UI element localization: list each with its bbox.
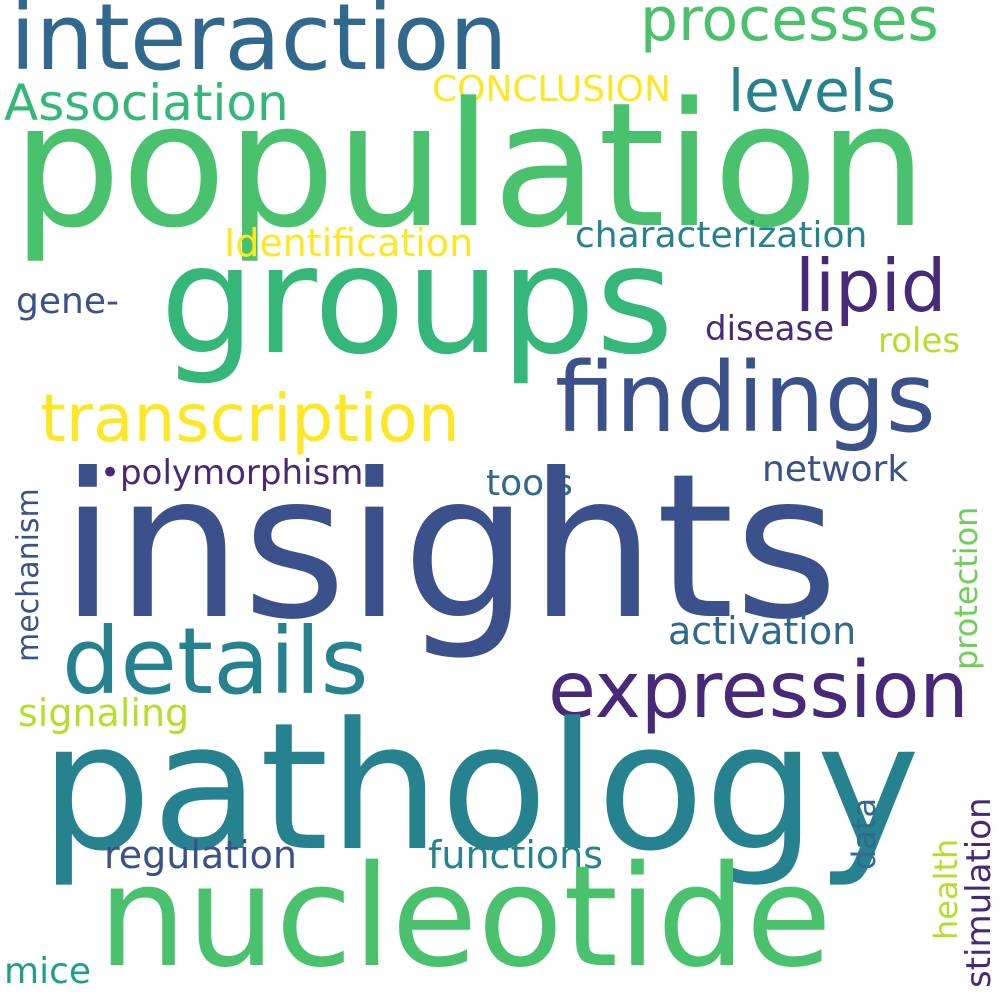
word-roles: roles xyxy=(878,321,961,361)
word-activation: activation xyxy=(668,609,857,653)
word-lipid: lipid xyxy=(795,244,947,328)
word-conclusion: CONCLUSION xyxy=(432,69,671,110)
word-characterization: characterization xyxy=(575,215,868,256)
word-tools: tools xyxy=(486,463,573,504)
word-signaling: signaling xyxy=(18,691,190,735)
word-data: data xyxy=(845,797,883,870)
word-mice: mice xyxy=(4,951,92,992)
word-levels: levels xyxy=(728,57,897,125)
word-transcription: transcription xyxy=(40,380,460,457)
word-nucleotide: nucleotide xyxy=(98,836,832,999)
word-groups: groups xyxy=(160,214,674,388)
word-stimulation: stimulation xyxy=(959,797,999,988)
word-interaction: interaction xyxy=(10,0,508,91)
word-polymorphism: •polymorphism• xyxy=(100,453,384,493)
word-regulation: regulation xyxy=(104,833,298,877)
word-health: health xyxy=(927,838,965,940)
word-processes: processes xyxy=(640,0,939,55)
word-gene: gene- xyxy=(16,281,119,322)
word-insights: insights xyxy=(60,431,839,664)
word-disease: disease xyxy=(705,309,835,349)
word-pathology: pathology xyxy=(40,685,921,890)
word-functions: functions xyxy=(428,833,604,877)
word-identification: Identification xyxy=(224,221,474,265)
word-population: population xyxy=(12,65,928,266)
word-findings: findings xyxy=(555,342,936,454)
word-mechanism: mechanism xyxy=(11,488,46,662)
word-expression: expression xyxy=(548,646,969,736)
word-details: details xyxy=(62,608,369,715)
word-network: network xyxy=(762,449,909,490)
word-association: Association xyxy=(4,74,289,132)
